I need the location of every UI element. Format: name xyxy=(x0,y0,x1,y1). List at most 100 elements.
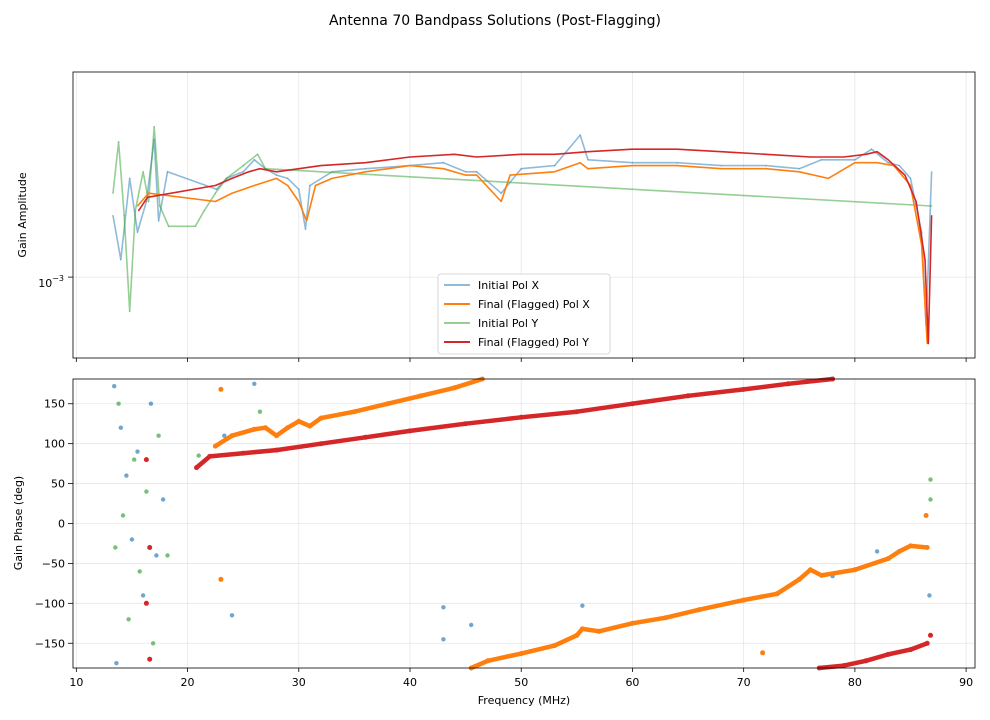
phase-point-final-flagged-pol-x xyxy=(629,620,635,626)
phase-point-final-flagged-pol-y xyxy=(463,421,469,427)
amplitude-point-initial-pol-y xyxy=(123,215,125,217)
phase-point-initial-pol-y xyxy=(144,489,149,494)
phase-y-tick-label: 50 xyxy=(51,478,65,491)
phase-point-final-flagged-pol-x xyxy=(796,576,802,582)
phase-point-final-flagged-pol-y xyxy=(240,450,246,456)
phase-point-final-flagged-pol-x xyxy=(924,545,930,550)
amplitude-point-final-flagged-pol-x xyxy=(275,177,278,179)
x-tick-label: 70 xyxy=(737,676,751,689)
amplitude-point-initial-pol-x xyxy=(631,162,634,164)
legend-box xyxy=(437,273,611,355)
amplitude-point-initial-pol-x xyxy=(215,188,218,190)
amplitude-line-final-flagged-pol-y xyxy=(137,148,933,345)
phase-y-tick-label: 0 xyxy=(58,518,65,531)
phase-point-final-flagged-pol-x xyxy=(485,658,491,664)
x-tick-label: 40 xyxy=(403,676,417,689)
phase-point-initial-pol-x xyxy=(874,549,880,554)
phase-point-initial-pol-y xyxy=(113,545,118,550)
amplitude-point-initial-pol-x xyxy=(887,162,889,164)
amplitude-y-tick-exponent: −3 xyxy=(52,274,64,283)
phase-point-final-flagged-pol-x xyxy=(318,415,324,421)
amplitude-point-final-flagged-pol-y xyxy=(865,153,867,155)
amplitude-point-initial-pol-x xyxy=(112,215,114,217)
amplitude-point-initial-pol-x xyxy=(465,171,467,173)
amplitude-point-final-flagged-pol-y xyxy=(904,174,906,176)
amplitude-point-final-flagged-pol-x xyxy=(231,192,233,194)
phase-point-final-flagged-pol-y xyxy=(143,457,149,463)
phase-point-initial-pol-y xyxy=(928,477,933,482)
amplitude-point-initial-pol-y xyxy=(194,225,196,227)
amplitude-point-final-flagged-pol-y xyxy=(320,165,322,167)
amplitude-point-initial-pol-x xyxy=(500,192,502,194)
amplitude-panel: 10−3 Gain Amplitude Initial Pol X Final … xyxy=(16,71,976,362)
amplitude-point-final-flagged-pol-x xyxy=(476,174,478,176)
phase-track-final-flagged-pol-y xyxy=(817,641,930,671)
phase-point-final-flagged-pol-x xyxy=(741,597,747,603)
amplitude-point-initial-pol-x xyxy=(820,159,823,161)
amplitude-point-final-flagged-pol-y xyxy=(364,162,367,164)
amplitude-point-final-flagged-pol-x xyxy=(798,171,800,173)
amplitude-point-final-flagged-pol-y xyxy=(676,148,678,150)
amplitude-point-initial-pol-y xyxy=(148,200,150,203)
amplitude-point-final-flagged-pol-x xyxy=(554,171,556,173)
phase-point-final-flagged-pol-x xyxy=(307,423,313,429)
amplitude-point-final-flagged-pol-y xyxy=(765,153,767,155)
legend-label-initial-pol-x: Initial Pol X xyxy=(478,279,539,292)
phase-point-initial-pol-x xyxy=(148,401,154,406)
amplitude-point-final-flagged-pol-x xyxy=(136,205,139,207)
x-tick-label: 80 xyxy=(848,676,862,689)
x-tick-label: 60 xyxy=(625,676,639,689)
amplitude-point-final-flagged-pol-y xyxy=(275,171,278,173)
phase-point-initial-pol-y xyxy=(137,569,142,574)
amplitude-point-initial-pol-y xyxy=(257,153,259,155)
phase-point-final-flagged-pol-y xyxy=(863,658,869,664)
amplitude-point-initial-pol-y xyxy=(129,310,131,312)
phase-point-initial-pol-x xyxy=(252,381,257,386)
amplitude-point-initial-pol-x xyxy=(120,259,122,261)
phase-point-initial-pol-x xyxy=(222,433,227,438)
phase-point-final-flagged-pol-y xyxy=(318,441,324,447)
amplitude-point-final-flagged-pol-x xyxy=(827,177,829,179)
amplitude-point-final-flagged-pol-y xyxy=(259,168,261,170)
amplitude-point-initial-pol-x xyxy=(798,168,800,170)
phase-point-final-flagged-pol-y xyxy=(194,465,199,471)
amplitude-point-initial-pol-x xyxy=(364,168,367,170)
amplitude-point-final-flagged-pol-x xyxy=(409,165,411,167)
amplitude-point-initial-pol-y xyxy=(168,225,170,227)
phase-point-final-flagged-pol-x xyxy=(923,513,929,518)
amplitude-line-initial-pol-y xyxy=(112,126,932,313)
amplitude-point-final-flagged-pol-x xyxy=(287,184,289,187)
amplitude-point-initial-pol-y xyxy=(214,192,216,194)
phase-point-initial-pol-x xyxy=(927,593,932,598)
phase-point-initial-pol-x xyxy=(114,661,119,666)
phase-y-tick-label: 100 xyxy=(44,438,65,451)
phase-point-final-flagged-pol-x xyxy=(852,567,858,573)
phase-point-final-flagged-pol-x xyxy=(418,393,424,399)
amplitude-point-final-flagged-pol-y xyxy=(214,184,216,187)
phase-point-final-flagged-pol-x xyxy=(807,567,813,573)
amplitude-point-initial-pol-x xyxy=(909,177,912,179)
phase-point-final-flagged-pol-x xyxy=(285,425,291,431)
legend-entry-final-pol-x: Final (Flagged) Pol X xyxy=(444,298,590,311)
phase-point-initial-pol-y xyxy=(116,401,121,406)
amplitude-series-group xyxy=(112,126,933,345)
phase-point-final-flagged-pol-x xyxy=(663,615,669,621)
amplitude-point-initial-pol-x xyxy=(765,165,767,167)
phase-point-final-flagged-pol-x xyxy=(452,385,457,391)
amplitude-point-initial-pol-x xyxy=(442,162,444,164)
amplitude-y-tick-label: 10−3 xyxy=(38,274,64,290)
amplitude-point-final-flagged-pol-x xyxy=(500,200,502,203)
phase-point-initial-pol-x xyxy=(124,473,129,478)
amplitude-point-initial-pol-y xyxy=(225,177,228,179)
phase-point-final-flagged-pol-x xyxy=(262,425,268,431)
amplitude-point-initial-pol-x xyxy=(136,231,139,233)
phase-point-final-flagged-pol-y xyxy=(574,409,580,415)
amplitude-point-initial-pol-x xyxy=(898,165,901,167)
phase-point-final-flagged-pol-y xyxy=(629,401,635,407)
amplitude-point-final-flagged-pol-x xyxy=(579,162,581,164)
amplitude-point-final-flagged-pol-y xyxy=(146,196,149,198)
legend-entry-initial-pol-x: Initial Pol X xyxy=(444,279,539,292)
amplitude-point-final-flagged-pol-y xyxy=(887,159,889,161)
phase-point-initial-pol-x xyxy=(469,622,474,628)
